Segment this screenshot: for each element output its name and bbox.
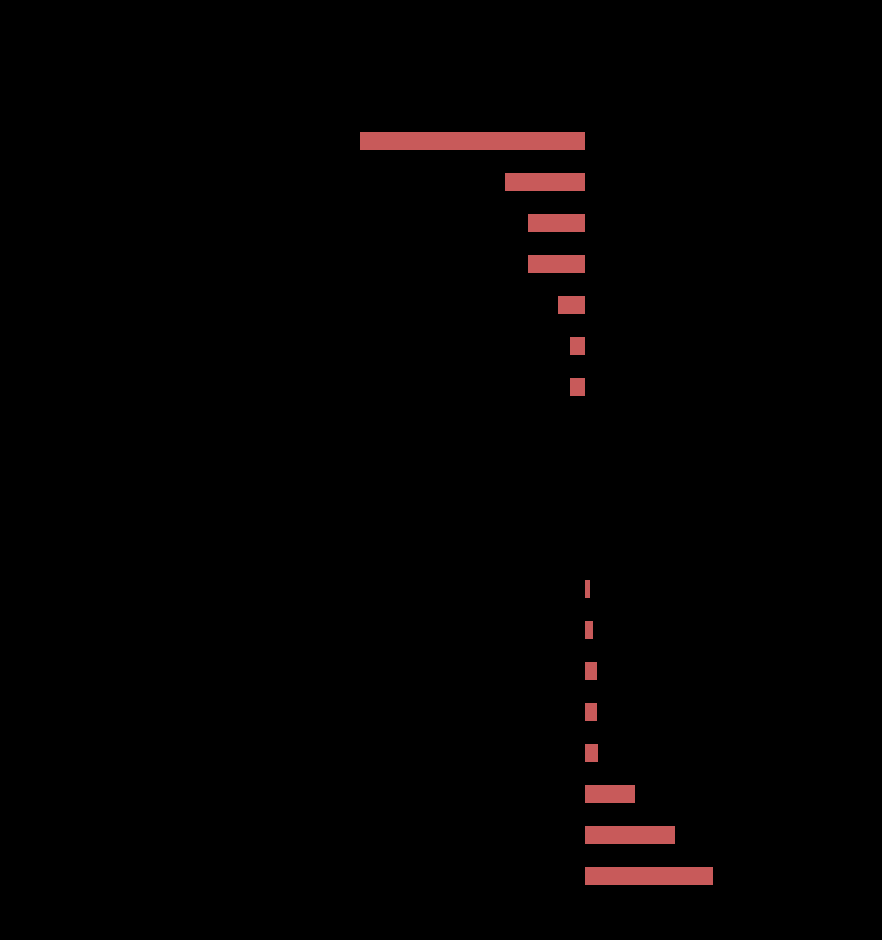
left-bar-4 — [558, 296, 585, 314]
right-bar-2 — [585, 580, 590, 598]
right-bar-7 — [585, 785, 635, 803]
right-bar-5 — [585, 703, 597, 721]
left-bar-1 — [505, 173, 585, 191]
left-bar-0 — [360, 132, 585, 150]
left-bar-5 — [570, 337, 585, 355]
right-bar-9 — [585, 867, 713, 885]
left-bar-2 — [528, 214, 585, 232]
pyramid-chart — [0, 0, 882, 940]
right-bar-4 — [585, 662, 597, 680]
left-bar-3 — [528, 255, 585, 273]
right-bar-8 — [585, 826, 675, 844]
right-bar-6 — [585, 744, 598, 762]
left-bar-6 — [570, 378, 585, 396]
right-bar-3 — [585, 621, 593, 639]
